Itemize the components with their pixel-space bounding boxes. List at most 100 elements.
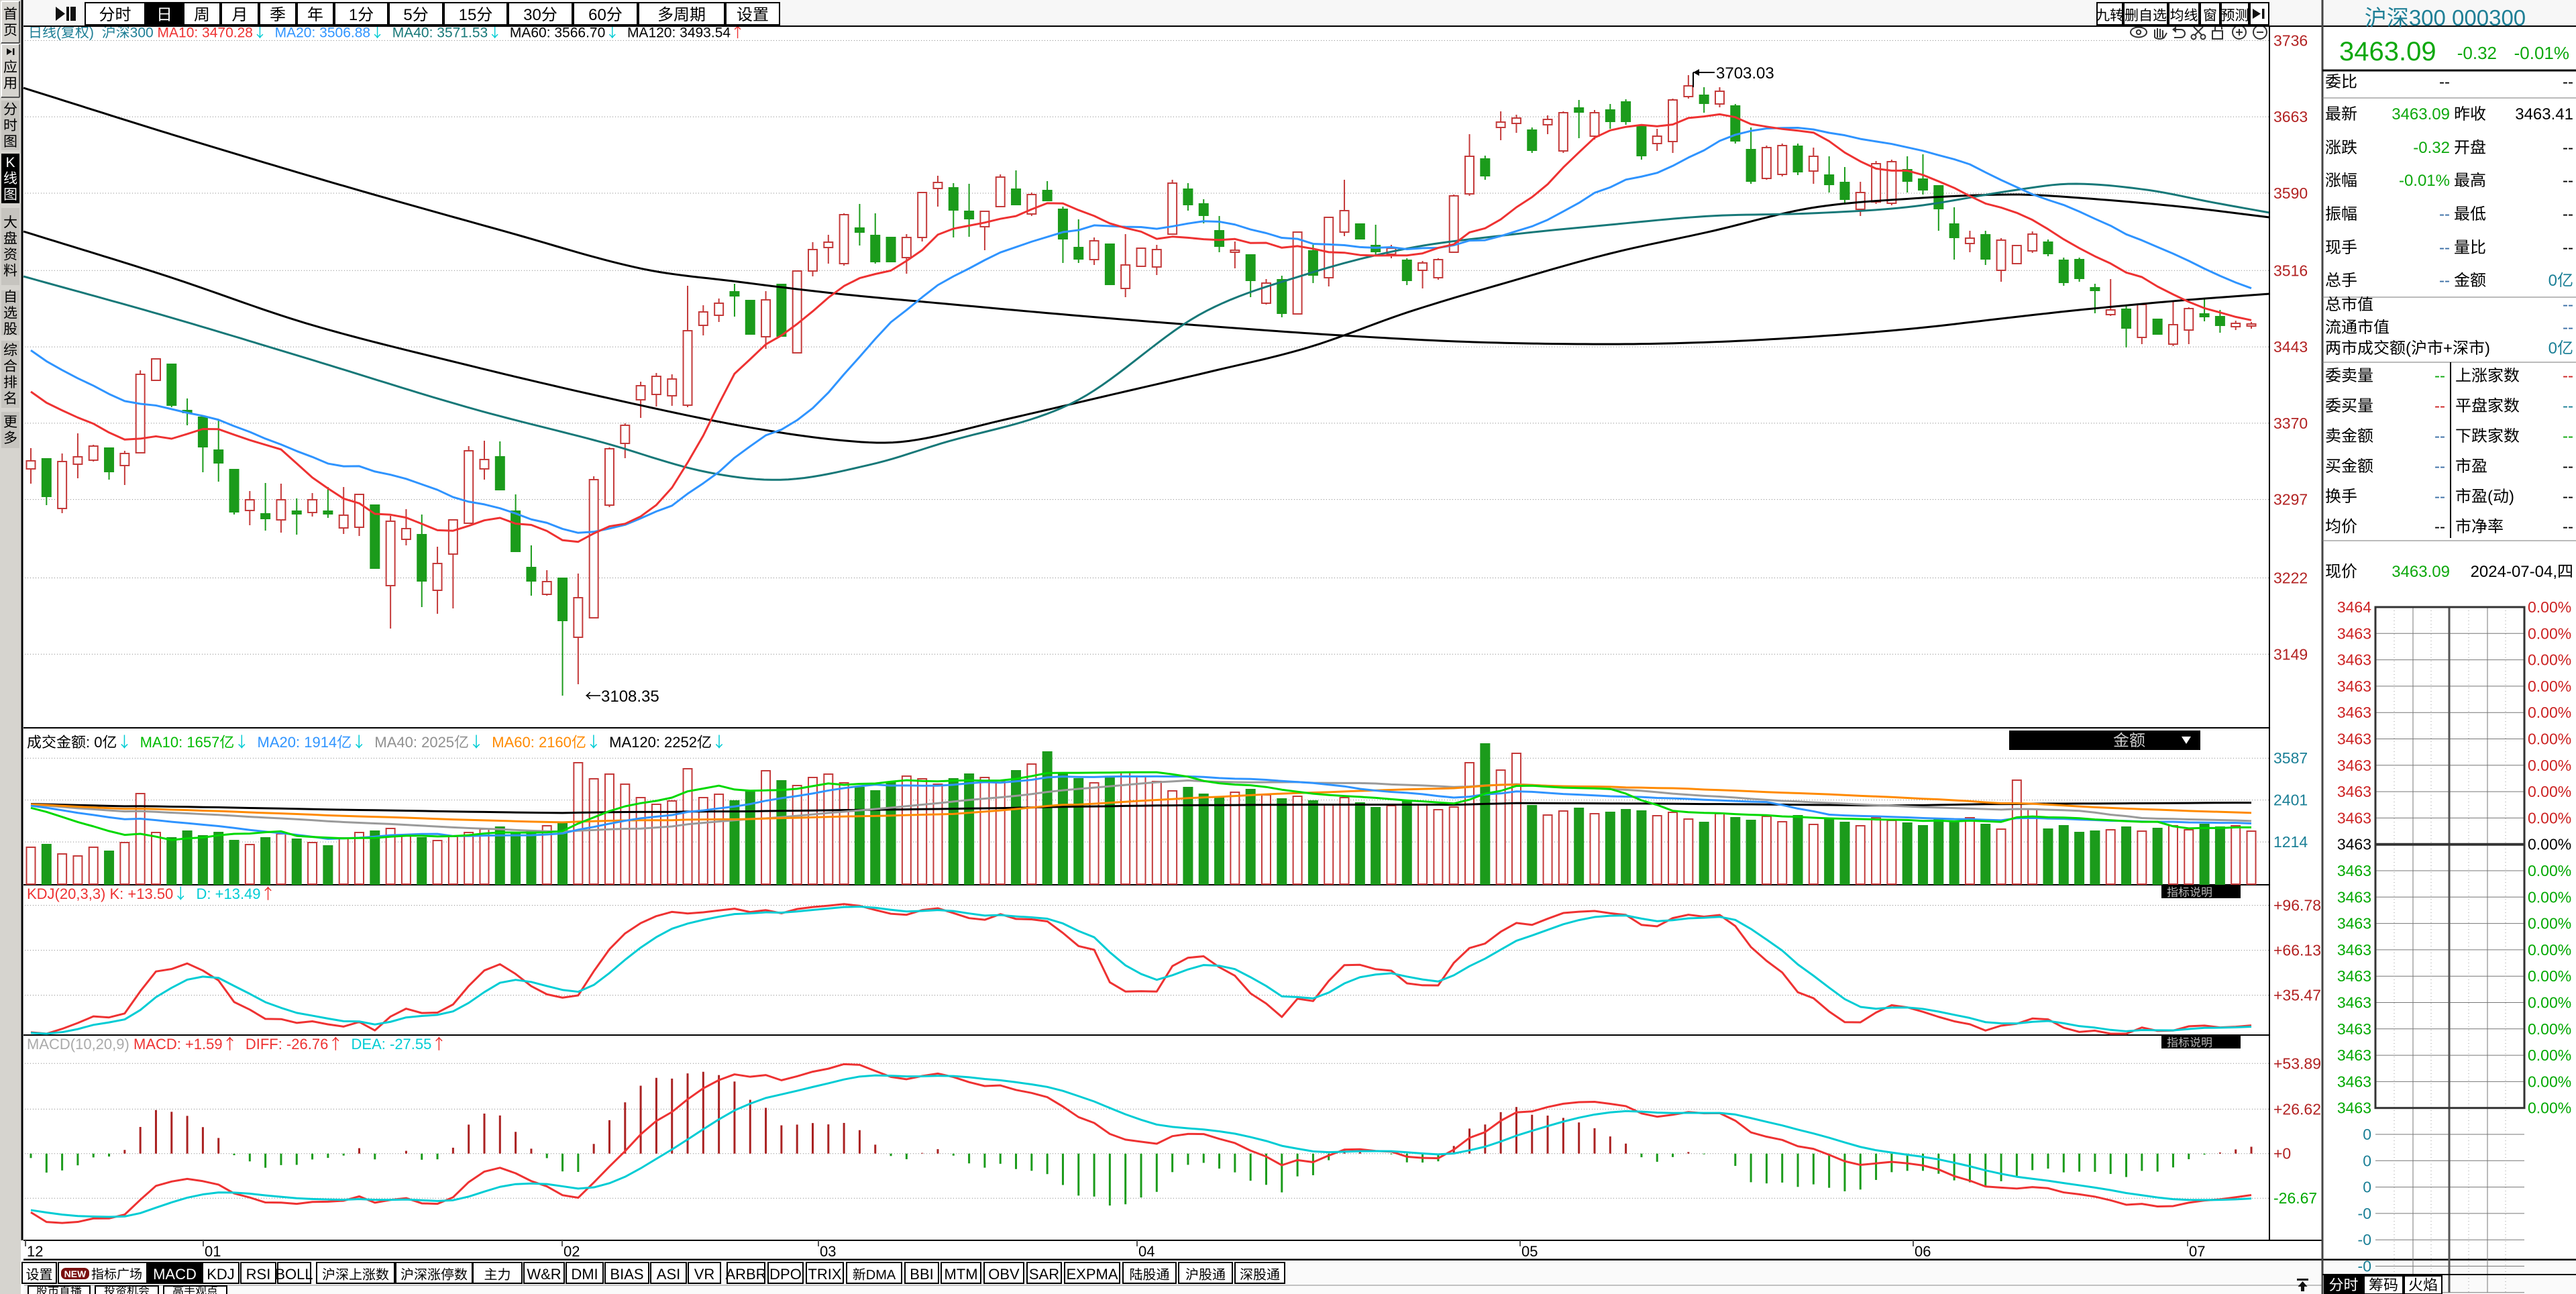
svg-text:3463: 3463 xyxy=(2337,678,2371,695)
svg-text:1214: 1214 xyxy=(2273,833,2308,851)
svg-text:OBV: OBV xyxy=(988,1266,1020,1283)
svg-text:12: 12 xyxy=(27,1243,43,1260)
svg-text:VR: VR xyxy=(694,1266,715,1283)
svg-text:0.00%: 0.00% xyxy=(2528,941,2571,959)
svg-text:--: -- xyxy=(2439,205,2450,223)
svg-text:3463: 3463 xyxy=(2337,704,2371,721)
svg-text:--: -- xyxy=(2563,172,2573,190)
svg-text:-0: -0 xyxy=(2358,1205,2371,1222)
svg-text:MA40: 2025: MA40: 2025 xyxy=(374,734,454,751)
svg-text:3663: 3663 xyxy=(2273,108,2308,125)
svg-text:3463: 3463 xyxy=(2337,967,2371,985)
svg-text:3108.35: 3108.35 xyxy=(601,688,659,706)
svg-text:MA60: 2160: MA60: 2160 xyxy=(492,734,572,751)
svg-text:3463: 3463 xyxy=(2337,1099,2371,1117)
svg-text:0.00%: 0.00% xyxy=(2528,836,2571,853)
svg-text:MA60: 3566.70: MA60: 3566.70 xyxy=(510,25,605,41)
svg-text:0.00%: 0.00% xyxy=(2528,915,2571,932)
svg-text:-0.01%: -0.01% xyxy=(2399,172,2450,190)
svg-text:3443: 3443 xyxy=(2273,338,2308,356)
svg-text:3463.09: 3463.09 xyxy=(2392,105,2450,123)
svg-text:NEW: NEW xyxy=(64,1269,87,1279)
svg-text:-0.32: -0.32 xyxy=(2413,139,2450,157)
svg-text:300: 300 xyxy=(130,25,154,41)
svg-text:3463: 3463 xyxy=(2337,836,2371,853)
svg-text:30: 30 xyxy=(523,6,541,24)
svg-text:-0.32: -0.32 xyxy=(2457,43,2497,63)
svg-text:DPO: DPO xyxy=(769,1266,802,1283)
svg-text:K: K xyxy=(5,155,15,170)
svg-text:--: -- xyxy=(2434,397,2445,415)
svg-text:0: 0 xyxy=(2363,1152,2371,1169)
svg-text:3463: 3463 xyxy=(2337,625,2371,642)
svg-text:0.00%: 0.00% xyxy=(2528,731,2571,748)
svg-text:-0: -0 xyxy=(2358,1231,2371,1248)
svg-text:3463: 3463 xyxy=(2337,862,2371,879)
svg-text:TRIX: TRIX xyxy=(808,1266,841,1283)
svg-text:EXPMA: EXPMA xyxy=(1066,1266,1118,1283)
svg-text:3463: 3463 xyxy=(2337,651,2371,669)
svg-text:3463: 3463 xyxy=(2337,731,2371,748)
svg-text:D: +13.49: D: +13.49 xyxy=(197,885,261,902)
svg-text:--: -- xyxy=(2434,488,2445,506)
svg-text:3703.03: 3703.03 xyxy=(1716,64,1774,83)
svg-text:0: 0 xyxy=(2548,272,2557,290)
svg-text:3587: 3587 xyxy=(2273,749,2308,767)
svg-text:MA20: 1914: MA20: 1914 xyxy=(258,734,337,751)
svg-text:--: -- xyxy=(2563,367,2573,385)
svg-text:2024-07-04,: 2024-07-04, xyxy=(2471,563,2557,581)
svg-text:06: 06 xyxy=(1915,1243,1931,1260)
svg-text:-0.01%: -0.01% xyxy=(2514,43,2569,63)
svg-text:--: -- xyxy=(2563,397,2573,415)
svg-text:3516: 3516 xyxy=(2273,262,2308,279)
svg-text:0.00%: 0.00% xyxy=(2528,967,2571,985)
svg-text:--: -- xyxy=(2563,518,2573,536)
svg-text:02: 02 xyxy=(564,1243,580,1260)
svg-text:--: -- xyxy=(2434,367,2445,385)
svg-text:5: 5 xyxy=(403,6,412,24)
svg-text:): ) xyxy=(2509,488,2514,506)
svg-text:MA40: 3571.53: MA40: 3571.53 xyxy=(392,25,488,41)
svg-text:0.00%: 0.00% xyxy=(2528,862,2571,879)
svg-text:3590: 3590 xyxy=(2273,184,2308,202)
svg-text:--: -- xyxy=(2439,73,2450,91)
svg-text:+: + xyxy=(2443,339,2453,358)
svg-text:3463.41: 3463.41 xyxy=(2515,105,2573,123)
svg-text:MACD: MACD xyxy=(153,1266,197,1283)
svg-text:--: -- xyxy=(2563,296,2573,314)
svg-text:01: 01 xyxy=(205,1243,221,1260)
svg-text:+0: +0 xyxy=(2273,1145,2291,1163)
svg-text:BOLL: BOLL xyxy=(275,1266,313,1283)
svg-text:DMI: DMI xyxy=(571,1266,598,1283)
svg-text:--: -- xyxy=(2439,272,2450,290)
svg-text:3736: 3736 xyxy=(2273,32,2308,49)
svg-text:3463: 3463 xyxy=(2337,915,2371,932)
svg-text:2401: 2401 xyxy=(2273,792,2308,809)
svg-text:0.00%: 0.00% xyxy=(2528,598,2571,616)
svg-text:0.00%: 0.00% xyxy=(2528,994,2571,1012)
svg-text:+66.13: +66.13 xyxy=(2273,942,2321,959)
svg-text:--: -- xyxy=(2563,457,2573,476)
svg-text:--: -- xyxy=(2563,488,2573,506)
svg-text:DEA: -27.55: DEA: -27.55 xyxy=(352,1036,432,1053)
svg-text:3463: 3463 xyxy=(2337,757,2371,774)
svg-text:3463: 3463 xyxy=(2337,809,2371,826)
svg-text:60: 60 xyxy=(588,6,606,24)
svg-text:3149: 3149 xyxy=(2273,645,2308,663)
svg-text:MA120: 3493.54: MA120: 3493.54 xyxy=(627,25,731,41)
svg-text:BIAS: BIAS xyxy=(610,1266,643,1283)
svg-text:3463.09: 3463.09 xyxy=(2392,563,2450,581)
svg-text:07: 07 xyxy=(2189,1243,2205,1260)
svg-text:--: -- xyxy=(2434,427,2445,445)
svg-text:0.00%: 0.00% xyxy=(2528,625,2571,642)
svg-text:--: -- xyxy=(2563,73,2573,91)
svg-text:0: 0 xyxy=(2363,1179,2371,1196)
svg-text:MA10: 1657: MA10: 1657 xyxy=(140,734,220,751)
svg-text:1: 1 xyxy=(349,6,358,24)
svg-text:3222: 3222 xyxy=(2273,570,2308,587)
svg-text:3463.09: 3463.09 xyxy=(2339,37,2436,66)
svg-text:0.00%: 0.00% xyxy=(2528,1073,2571,1090)
svg-text:3463: 3463 xyxy=(2337,1073,2371,1090)
svg-text:0.00%: 0.00% xyxy=(2528,1046,2571,1064)
svg-text:MA120: 2252: MA120: 2252 xyxy=(609,734,697,751)
